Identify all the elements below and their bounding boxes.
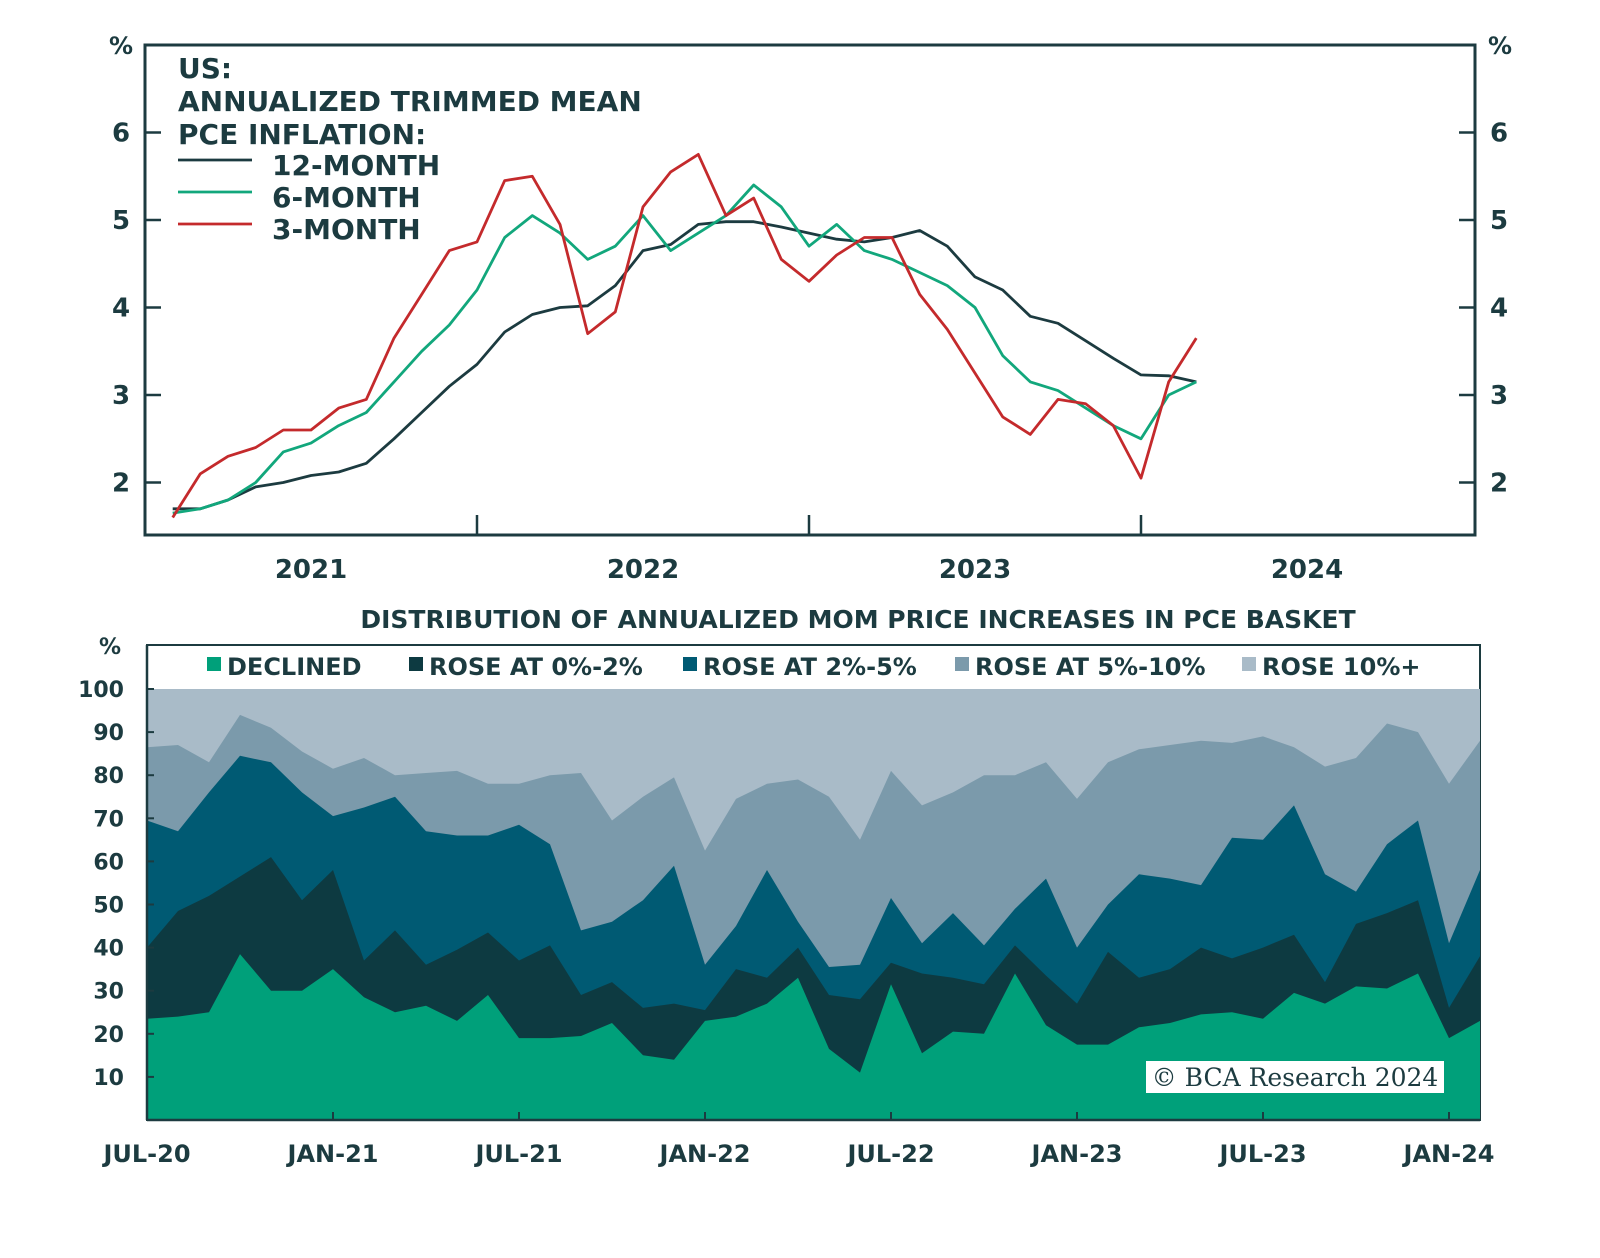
y-tick-label: 20 bbox=[93, 1023, 124, 1048]
top-line-chart: % % 2 2 3 3 4 4 5 5 6 6 2021 2022 2023 2024 US:ANNUALIZE… bbox=[109, 32, 1512, 585]
x-tick-label: 2022 bbox=[607, 555, 679, 585]
x-tick-label: JAN-24 bbox=[1402, 1140, 1495, 1168]
y-tick-label-right: 4 bbox=[1490, 294, 1508, 324]
legend-label: ROSE 10%+ bbox=[1262, 653, 1420, 681]
y-unit-right: % bbox=[1488, 32, 1512, 60]
x-tick-label: JAN-22 bbox=[658, 1140, 751, 1168]
x-tick-label: 2024 bbox=[1271, 555, 1343, 585]
series-line-3-month bbox=[171, 152, 1198, 519]
chart-title: DISTRIBUTION OF ANNUALIZED MOM PRICE INC… bbox=[360, 605, 1355, 634]
y-tick-label: 90 bbox=[93, 721, 124, 746]
y-tick-label: 10 bbox=[93, 1066, 124, 1091]
chart-title-line: PCE INFLATION: bbox=[178, 118, 426, 151]
legend-label: ROSE AT 2%-5% bbox=[703, 653, 917, 681]
y-tick-label: 70 bbox=[93, 807, 124, 832]
y-tick-label-left: 2 bbox=[112, 469, 130, 499]
legend-swatch bbox=[207, 657, 221, 671]
copyright-text: © BCA Research 2024 bbox=[1152, 1063, 1439, 1092]
legend-swatch bbox=[409, 657, 423, 671]
y-tick-label: 100 bbox=[78, 678, 124, 703]
legend-label: 6-MONTH bbox=[272, 181, 421, 214]
x-tick-label: JUL-23 bbox=[1217, 1140, 1306, 1168]
y-unit-left: % bbox=[109, 32, 133, 60]
legend-swatch bbox=[1242, 657, 1256, 671]
y-tick-label-right: 2 bbox=[1490, 469, 1508, 499]
y-tick-label: 50 bbox=[93, 894, 124, 919]
x-tick-label: JUL-21 bbox=[473, 1140, 562, 1168]
x-tick-label: JUL-20 bbox=[101, 1140, 190, 1168]
x-tick-label: JAN-23 bbox=[1030, 1140, 1123, 1168]
legend-swatch bbox=[683, 657, 697, 671]
x-tick-label: JUL-22 bbox=[845, 1140, 934, 1168]
chart-title-line: ANNUALIZED TRIMMED MEAN bbox=[178, 85, 642, 118]
y-unit: % bbox=[99, 635, 121, 660]
y-tick-label-left: 4 bbox=[112, 294, 130, 324]
y-tick-label: 60 bbox=[93, 850, 124, 875]
legend-label: DECLINED bbox=[227, 653, 362, 681]
y-tick-label-left: 3 bbox=[112, 381, 130, 411]
bottom-stacked-area-chart: DISTRIBUTION OF ANNUALIZED MOM PRICE INC… bbox=[78, 605, 1494, 1168]
x-tick-label: 2023 bbox=[939, 555, 1011, 585]
chart-title-line: US: bbox=[178, 52, 232, 85]
series-line-12-month bbox=[172, 220, 1197, 511]
legend-label: ROSE AT 0%-2% bbox=[429, 653, 643, 681]
y-tick-label-right: 3 bbox=[1490, 381, 1508, 411]
y-tick-label-right: 5 bbox=[1490, 206, 1508, 236]
legend-swatch bbox=[955, 657, 969, 671]
y-tick-label-right: 6 bbox=[1490, 119, 1508, 149]
y-tick-label: 80 bbox=[93, 764, 124, 789]
series-line-6-month bbox=[172, 183, 1197, 515]
y-tick-label-left: 5 bbox=[112, 206, 130, 236]
legend-label: 12-MONTH bbox=[272, 149, 440, 182]
legend-label: ROSE AT 5%-10% bbox=[975, 653, 1206, 681]
legend-label: 3-MONTH bbox=[272, 213, 421, 246]
y-tick-label-left: 6 bbox=[112, 119, 130, 149]
y-tick-label: 40 bbox=[93, 937, 124, 962]
x-tick-label: JAN-21 bbox=[286, 1140, 379, 1168]
y-tick-label: 30 bbox=[93, 980, 124, 1005]
x-tick-label: 2021 bbox=[275, 555, 347, 585]
copyright-box bbox=[1146, 1061, 1444, 1093]
